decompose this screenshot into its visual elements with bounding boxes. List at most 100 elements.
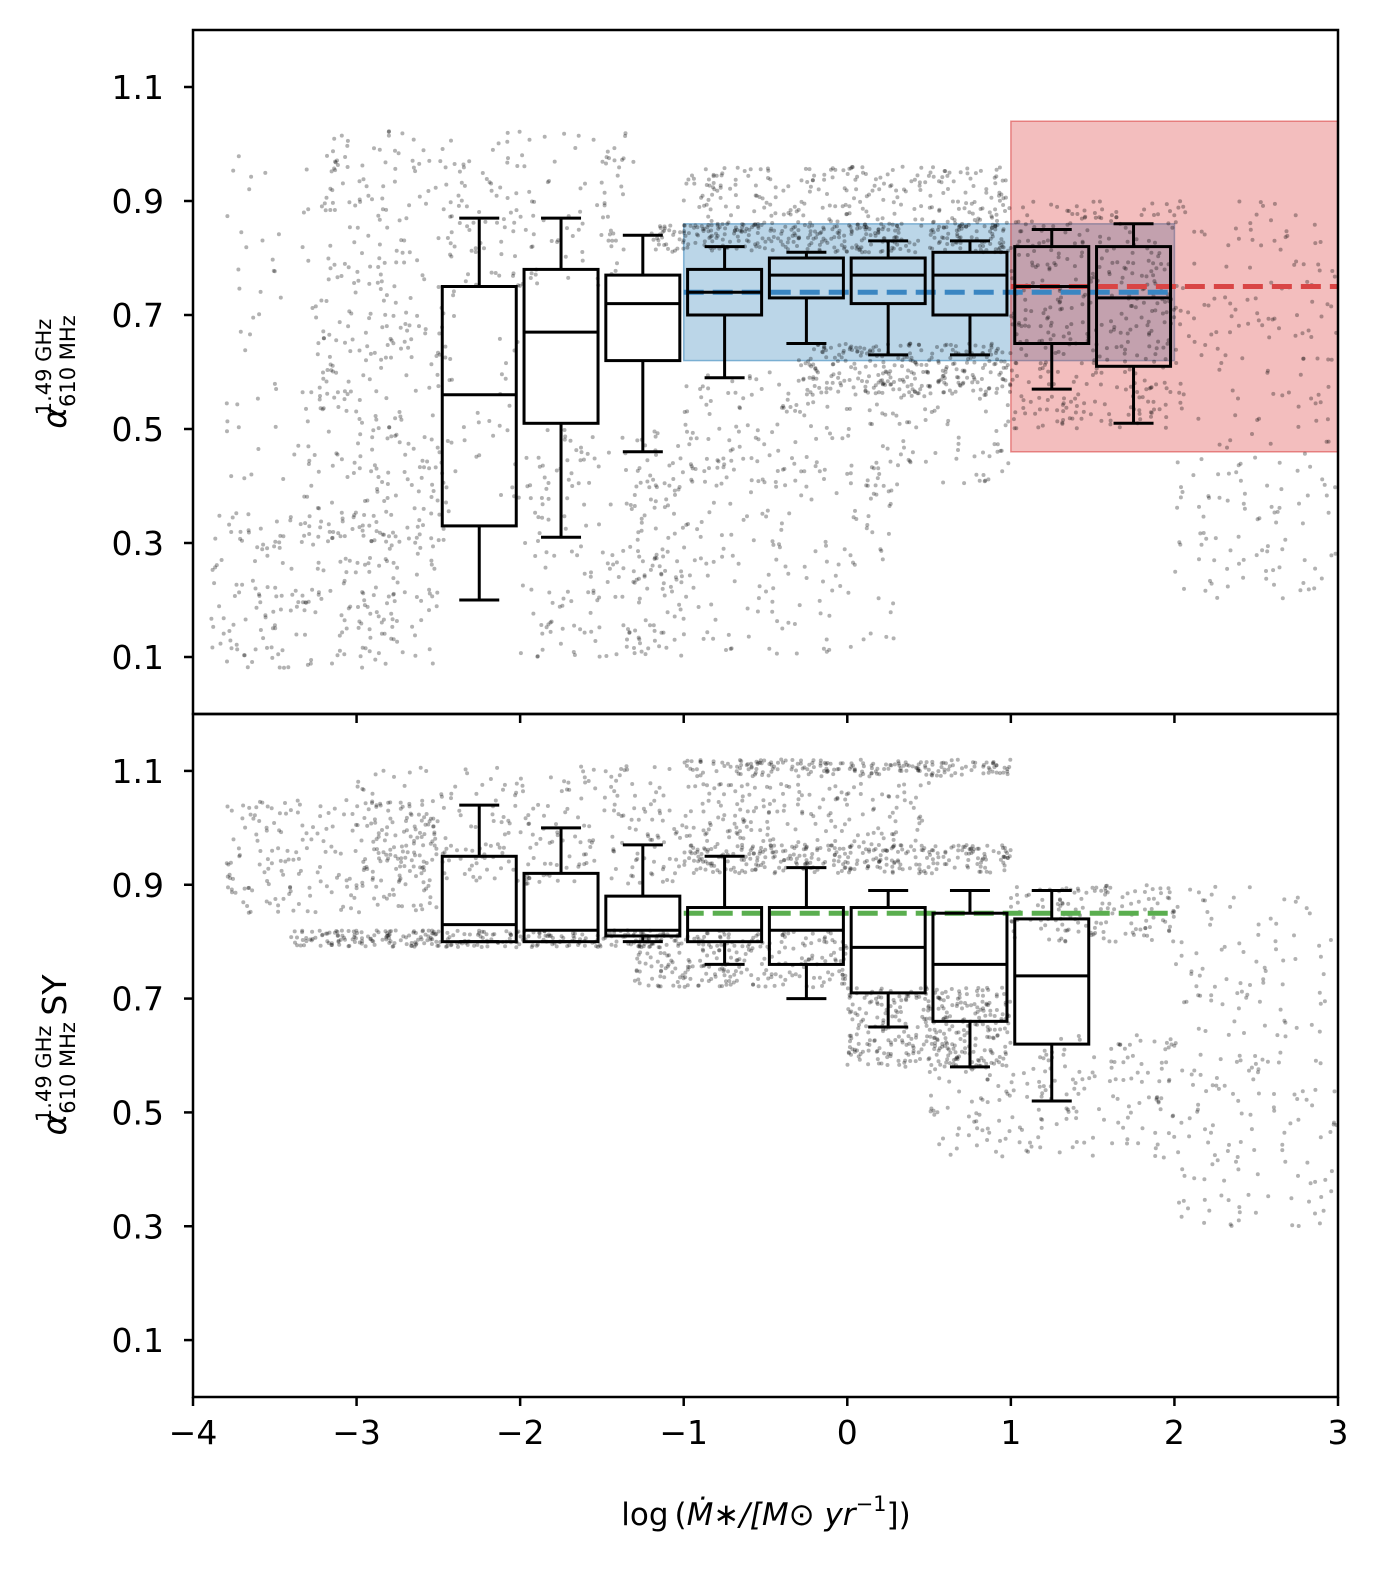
- scatter-point: [792, 231, 797, 236]
- scatter-point: [755, 231, 760, 235]
- scatter-point: [706, 229, 711, 234]
- scatter-point: [1151, 399, 1156, 404]
- scatter-point: [1108, 422, 1113, 427]
- scatter-point: [1214, 330, 1219, 335]
- scatter-point: [1201, 514, 1206, 519]
- scatter-point: [789, 227, 794, 232]
- scatter-point: [459, 198, 464, 203]
- scatter-point: [367, 377, 372, 382]
- scatter-point: [997, 190, 1002, 195]
- scatter-point: [1026, 238, 1030, 243]
- scatter-point: [597, 595, 602, 600]
- scatter-point: [909, 844, 913, 849]
- scatter-point: [889, 488, 894, 493]
- scatter-point: [1192, 316, 1196, 321]
- scatter-point: [1108, 418, 1113, 423]
- scatter-point: [613, 594, 618, 599]
- scatter-point: [894, 188, 899, 193]
- scatter-point: [937, 207, 942, 212]
- scatter-point: [614, 778, 619, 783]
- scatter-point: [754, 193, 759, 198]
- scatter-point: [545, 934, 550, 939]
- scatter-point: [348, 389, 353, 394]
- scatter-point: [390, 820, 395, 825]
- scatter-point: [890, 1014, 895, 1019]
- scatter-point: [495, 765, 500, 770]
- scatter-point: [915, 391, 920, 396]
- scatter-point: [554, 863, 559, 867]
- scatter-point: [554, 944, 559, 949]
- scatter-point: [735, 234, 740, 239]
- scatter-point: [822, 345, 827, 350]
- scatter-point: [707, 466, 711, 471]
- scatter-point: [360, 645, 365, 650]
- scatter-point: [302, 608, 307, 613]
- scatter-point: [859, 350, 864, 355]
- scatter-point: [1265, 544, 1270, 549]
- scatter-point: [817, 242, 822, 247]
- scatter-point: [513, 793, 518, 798]
- scatter-point: [313, 610, 318, 615]
- scatter-point: [724, 982, 729, 987]
- scatter-point: [1248, 221, 1253, 226]
- scatter-point: [797, 236, 801, 241]
- scatter-point: [612, 808, 616, 813]
- scatter-point: [996, 850, 1001, 855]
- scatter-point: [1008, 246, 1013, 250]
- scatter-point: [1037, 407, 1042, 412]
- scatter-point: [257, 592, 261, 597]
- scatter-point: [930, 227, 935, 232]
- scatter-point: [391, 576, 396, 581]
- scatter-point: [1126, 260, 1131, 265]
- scatter-point: [999, 237, 1004, 242]
- scatter-point: [1043, 360, 1048, 365]
- scatter-point: [286, 665, 291, 670]
- scatter-point: [711, 500, 716, 505]
- scatter-point: [647, 944, 652, 949]
- scatter-point: [355, 269, 360, 274]
- scatter-point: [939, 765, 944, 769]
- scatter-point: [1302, 558, 1307, 563]
- box: [931, 250, 1009, 317]
- scatter-point: [572, 936, 577, 940]
- scatter-point: [547, 590, 552, 595]
- scatter-point: [721, 969, 726, 974]
- scatter-point: [713, 617, 718, 622]
- scatter-point: [406, 345, 411, 350]
- scatter-point: [434, 846, 439, 851]
- scatter-point: [734, 424, 739, 429]
- scatter-point: [1121, 1060, 1126, 1065]
- scatter-point: [870, 188, 875, 193]
- scatter-point: [720, 237, 725, 242]
- scatter-point: [237, 590, 242, 595]
- scatter-point: [1166, 1079, 1171, 1084]
- scatter-point: [989, 343, 994, 348]
- scatter-point: [544, 550, 549, 555]
- scatter-point: [211, 624, 216, 629]
- scatter-point: [946, 231, 951, 236]
- scatter-point: [310, 306, 315, 310]
- scatter-point: [384, 896, 389, 901]
- scatter-point: [413, 942, 418, 947]
- scatter-point: [385, 496, 390, 500]
- scatter-point: [376, 426, 381, 431]
- scatter-point: [885, 379, 890, 384]
- scatter-point: [240, 816, 245, 821]
- scatter-point: [504, 361, 508, 366]
- scatter-point: [1271, 568, 1276, 573]
- scatter-point: [357, 348, 362, 353]
- scatter-point: [350, 812, 355, 816]
- scatter-point: [865, 379, 869, 384]
- scatter-point: [231, 876, 235, 881]
- scatter-point: [582, 862, 587, 867]
- scatter-point: [362, 598, 367, 603]
- scatter-point: [883, 412, 888, 417]
- scatter-point: [1011, 417, 1016, 422]
- scatter-point: [278, 295, 283, 300]
- scatter-point: [565, 496, 570, 501]
- scatter-point: [1162, 267, 1167, 272]
- scatter-point: [463, 279, 468, 284]
- scatter-point: [838, 381, 843, 385]
- scatter-point: [992, 765, 997, 770]
- scatter-point: [1092, 1055, 1097, 1060]
